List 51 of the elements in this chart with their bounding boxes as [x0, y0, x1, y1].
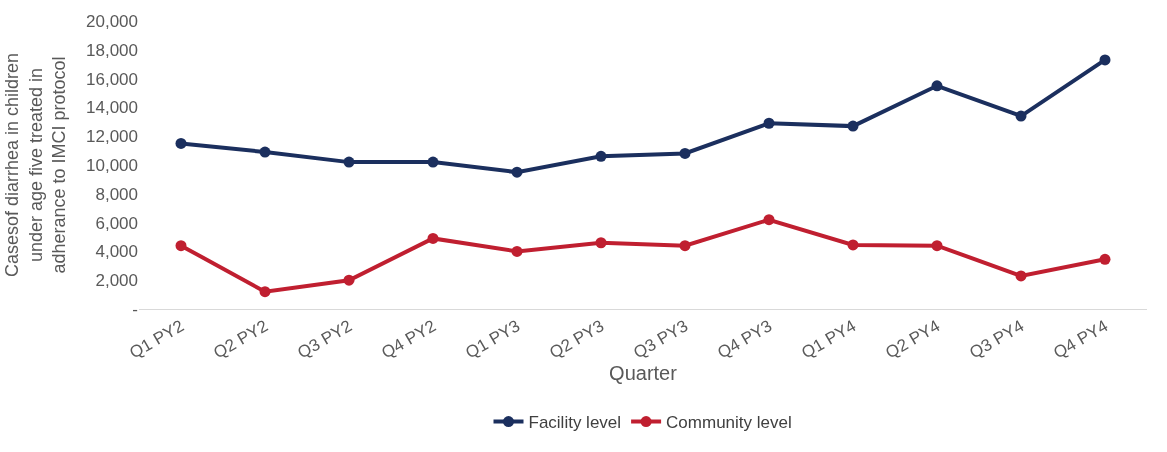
y-tick-label: 14,000 — [86, 98, 138, 118]
point — [595, 150, 607, 162]
point — [763, 117, 775, 129]
point — [1015, 270, 1027, 282]
x-tick-label: Q4 PY4 — [1050, 316, 1112, 363]
point — [931, 80, 943, 92]
point — [931, 240, 943, 252]
x-tick-label: Q1 PY4 — [798, 316, 860, 363]
y-tick-label: - — [132, 299, 138, 319]
x-tick-label: Q2 PY4 — [882, 316, 944, 363]
y-tick-label: 2,000 — [95, 271, 138, 291]
x-tick-label: Q4 PY3 — [714, 316, 776, 363]
point — [847, 120, 859, 132]
point — [343, 274, 355, 286]
x-tick-label: Q3 PY3 — [630, 316, 692, 363]
y-tick-label: 8,000 — [95, 184, 138, 204]
point — [763, 214, 775, 226]
point — [679, 147, 691, 159]
point — [259, 286, 271, 298]
x-tick-label: Q2 PY3 — [546, 316, 608, 363]
legend-label: Community level — [666, 413, 792, 433]
y-tick-label: 20,000 — [86, 11, 138, 31]
x-tick-label: Q2 PY2 — [210, 316, 272, 363]
point — [1015, 110, 1027, 122]
point — [427, 232, 439, 244]
point — [511, 166, 523, 178]
y-tick-label: 12,000 — [86, 127, 138, 147]
y-axis-title: Casesof diarrhea in children under age five treated in adherance to IMCI protocol — [2, 52, 70, 278]
x-axis-title: Quarter — [609, 362, 678, 385]
x-tick-label: Q1 PY3 — [462, 316, 524, 363]
point — [1099, 54, 1111, 66]
point — [595, 237, 607, 249]
point — [1099, 253, 1111, 265]
x-tick-label: Q3 PY4 — [966, 316, 1028, 363]
y-tick-label: 10,000 — [86, 155, 138, 175]
point — [175, 137, 187, 149]
point — [343, 156, 355, 168]
legend-label: Facility level — [528, 413, 622, 433]
point — [427, 156, 439, 168]
x-tick-label: Q3 PY2 — [294, 316, 356, 363]
point — [679, 240, 691, 252]
point — [847, 239, 859, 251]
y-tick-label: 4,000 — [95, 242, 138, 262]
y-tick-label: 6,000 — [95, 213, 138, 233]
y-tick-label: 16,000 — [86, 69, 138, 89]
point — [259, 146, 271, 158]
y-tick-label: 18,000 — [86, 40, 138, 60]
x-tick-label: Q4 PY2 — [378, 316, 440, 363]
x-tick-label: Q1 PY2 — [126, 316, 188, 363]
point — [511, 245, 523, 257]
point — [175, 240, 187, 252]
